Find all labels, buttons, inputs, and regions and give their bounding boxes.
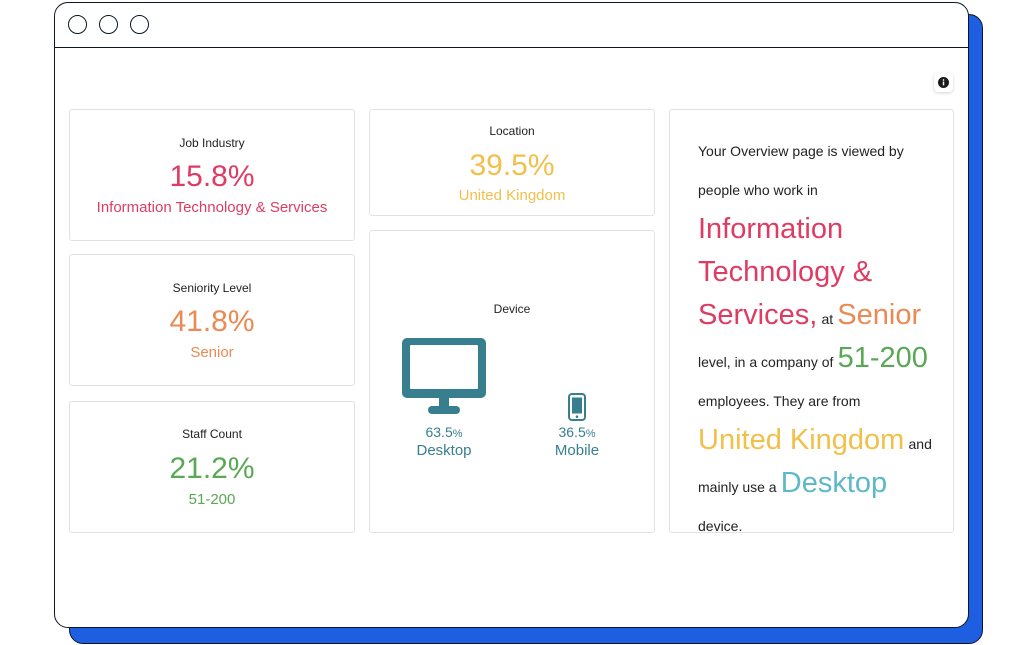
location-sub: United Kingdom xyxy=(458,187,566,204)
job-industry-value: 15.8% xyxy=(169,160,255,193)
summary-text: Your Overview page is viewed by people w… xyxy=(698,143,904,198)
summary-seniority: Senior xyxy=(837,299,922,331)
mobile-label: Mobile xyxy=(554,442,600,459)
staff-count-label: Staff Count xyxy=(182,427,242,441)
summary-device: Desktop xyxy=(780,467,888,499)
location-value: 39.5% xyxy=(469,149,555,182)
mobile-percent-value: 36.5 xyxy=(558,424,586,440)
device-label: Device xyxy=(493,302,531,316)
location-card: Location 39.5% United Kingdom xyxy=(369,109,655,216)
mobile-icon xyxy=(568,393,586,421)
seniority-card: Seniority Level 41.8% Senior xyxy=(69,254,355,386)
desktop-percent-value: 63.5 xyxy=(425,424,453,440)
browser-window: Job Industry 15.8% Information Technolog… xyxy=(54,2,969,628)
summary-text: employees. They are from xyxy=(698,393,861,409)
audience-summary: Your Overview page is viewed by people w… xyxy=(669,109,954,534)
location-label: Location xyxy=(489,124,535,138)
desktop-percent-unit: % xyxy=(452,428,463,440)
desktop-label: Desktop xyxy=(416,442,472,459)
window-minimize-button[interactable] xyxy=(99,15,118,34)
title-bar xyxy=(55,3,968,48)
job-industry-sub: Information Technology & Services xyxy=(96,199,328,216)
seniority-sub: Senior xyxy=(190,344,234,361)
staff-count-value: 21.2% xyxy=(169,452,255,485)
info-icon[interactable] xyxy=(934,73,953,92)
staff-count-sub: 51-200 xyxy=(188,491,236,508)
desktop-percent: 63.5% xyxy=(402,424,486,440)
window-maximize-button[interactable] xyxy=(130,15,149,34)
job-industry-label: Job Industry xyxy=(179,136,245,150)
device-card: Device 63.5% Desktop 36.5% Mobile xyxy=(369,230,655,533)
seniority-label: Seniority Level xyxy=(172,281,252,295)
summary-text: and mainly use a xyxy=(698,436,932,495)
seniority-value: 41.8% xyxy=(169,305,255,338)
summary-text: at xyxy=(821,311,834,327)
summary-location: United Kingdom xyxy=(698,424,905,456)
job-industry-card: Job Industry 15.8% Information Technolog… xyxy=(69,109,355,241)
summary-text: level, in a company of xyxy=(698,354,834,370)
staff-count-card: Staff Count 21.2% 51-200 xyxy=(69,401,355,533)
mobile-percent-unit: % xyxy=(585,428,596,440)
summary-industry: Information Technology & Services, xyxy=(698,213,873,331)
mobile-percent: 36.5% xyxy=(537,424,617,440)
summary-staff-count: 51-200 xyxy=(837,342,928,374)
window-close-button[interactable] xyxy=(68,15,87,34)
summary-text: device. xyxy=(698,518,743,534)
desktop-icon xyxy=(402,338,486,414)
